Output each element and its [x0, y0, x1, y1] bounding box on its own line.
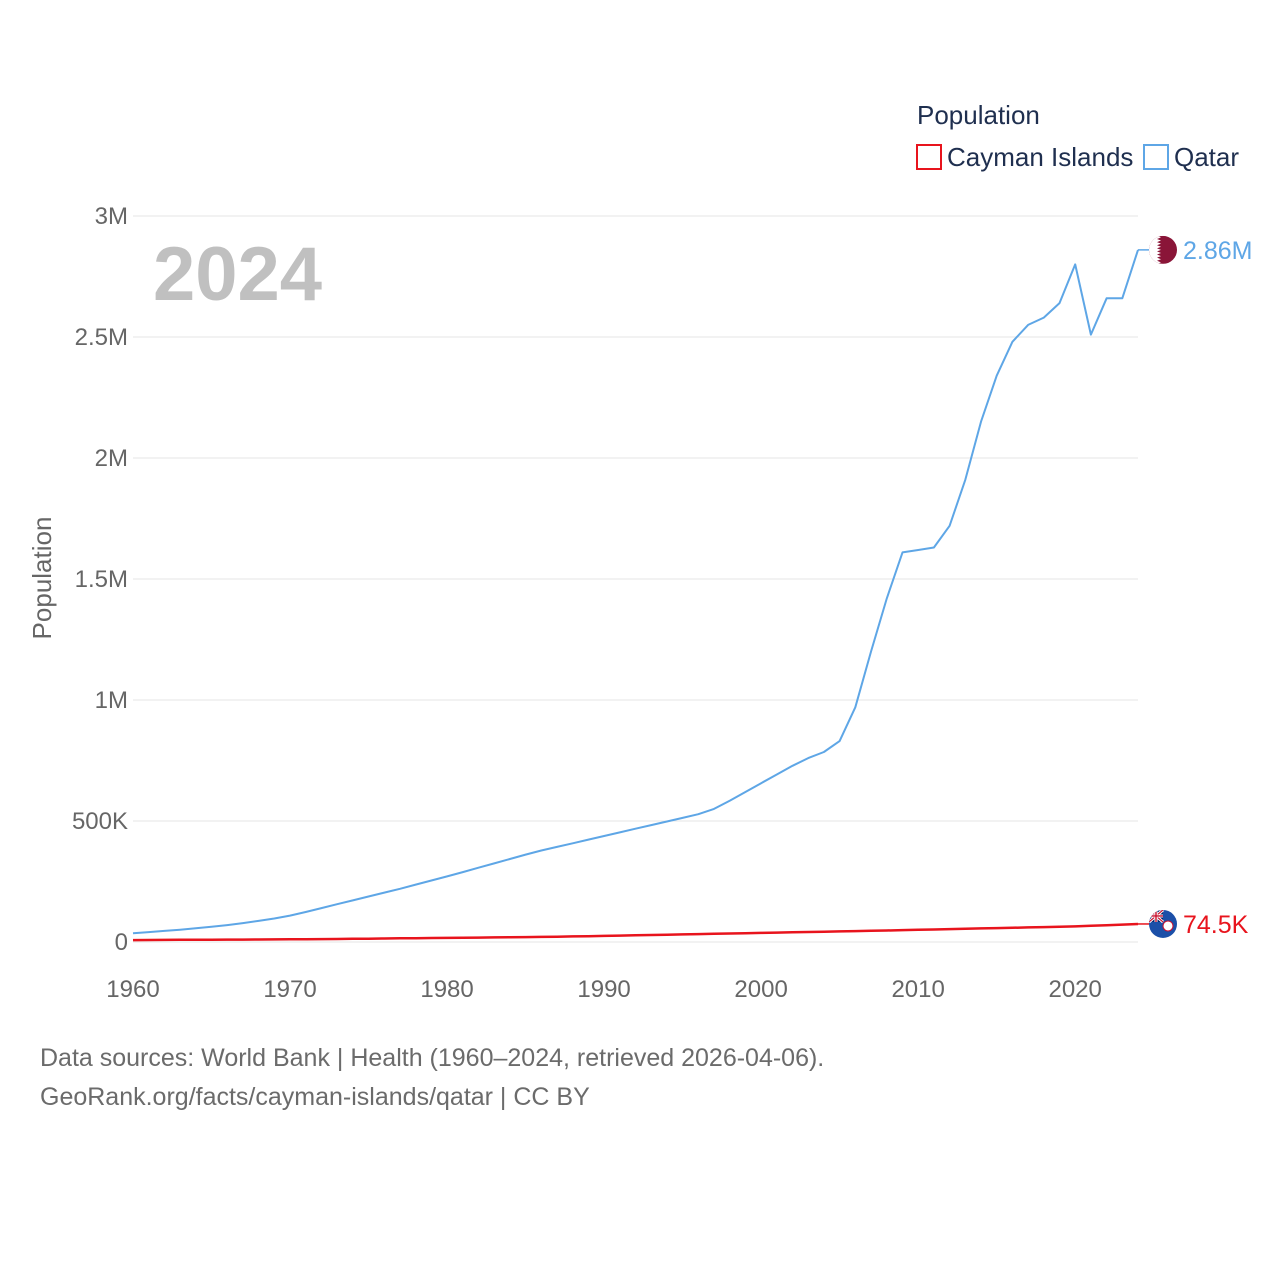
- legend: Population Cayman Islands Qatar: [916, 100, 1239, 172]
- y-tick-label: 3M: [95, 203, 128, 230]
- series-lines: [132, 249, 1139, 942]
- year-label: 2024: [153, 232, 322, 317]
- series-line-cayman-islands[interactable]: [132, 922, 1139, 942]
- end-value-label-cayman-islands: 74.5K: [1183, 911, 1249, 939]
- legend-item-cayman-islands[interactable]: Cayman Islands: [916, 142, 1133, 172]
- x-tick-label: 1960: [106, 976, 159, 1003]
- legend-label-cayman-islands: Cayman Islands: [947, 142, 1133, 172]
- x-tick-label: 1990: [577, 976, 630, 1003]
- y-axis-label: Population: [27, 517, 57, 640]
- series-end-markers: 74.5K 2.86M: [1138, 235, 1252, 939]
- legend-label-qatar: Qatar: [1174, 142, 1239, 172]
- footer-attribution: GeoRank.org/facts/cayman-islands/qatar |…: [40, 1083, 590, 1111]
- x-tick-label: 2000: [734, 976, 787, 1003]
- x-tick-label: 2020: [1048, 976, 1101, 1003]
- qatar-flag-icon: [1149, 235, 1177, 264]
- y-tick-label: 500K: [72, 808, 128, 835]
- grid-lines: [133, 215, 1138, 943]
- legend-swatch-qatar: [1143, 144, 1169, 170]
- x-tick-label: 1970: [263, 976, 316, 1003]
- y-tick-label: 1.5M: [75, 566, 128, 593]
- legend-item-qatar[interactable]: Qatar: [1143, 142, 1239, 172]
- footer-sources: Data sources: World Bank | Health (1960–…: [40, 1044, 825, 1072]
- x-tick-label: 1980: [420, 976, 473, 1003]
- x-tick-label: 2010: [891, 976, 944, 1003]
- cayman-islands-flag-icon: [1149, 909, 1177, 938]
- y-tick-label: 2M: [95, 445, 128, 472]
- y-axis-ticks: 0 500K 1M 1.5M 2M 2.5M 3M: [72, 203, 128, 956]
- y-tick-label: 0: [115, 929, 128, 956]
- x-axis-ticks: 1960 1970 1980 1990 2000 2010 2020: [106, 976, 1102, 1003]
- legend-swatch-cayman-islands: [916, 144, 942, 170]
- y-tick-label: 2.5M: [75, 324, 128, 351]
- end-value-label-qatar: 2.86M: [1183, 237, 1252, 265]
- series-line-qatar[interactable]: [132, 249, 1139, 935]
- legend-title: Population: [917, 100, 1040, 130]
- y-tick-label: 1M: [95, 687, 128, 714]
